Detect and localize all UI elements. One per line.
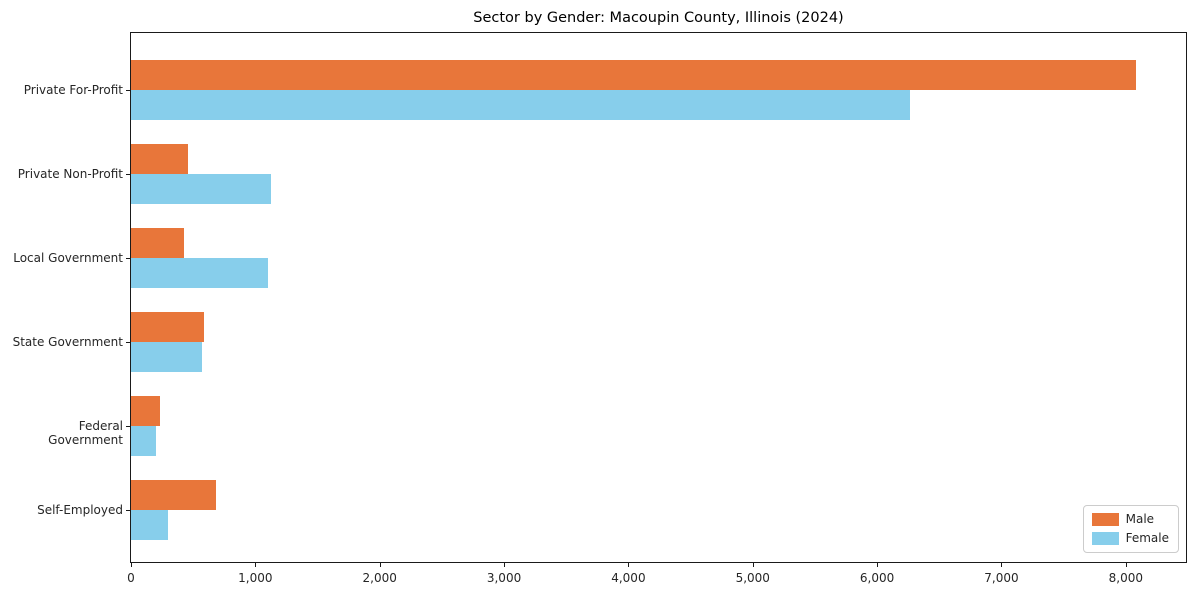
xtick-mark (752, 563, 754, 567)
ytick-label-state-government: State Government (12, 335, 123, 349)
bar-female-private-non-profit (131, 174, 271, 204)
chart-title: Sector by Gender: Macoupin County, Illin… (473, 10, 844, 26)
bar-male-federal-government (131, 396, 160, 426)
ytick-label-private-non-profit: Private Non-Profit (17, 167, 123, 181)
bar-male-local-government (131, 228, 185, 258)
xtick-mark (628, 563, 630, 567)
legend-entry-female: Female (1091, 531, 1169, 545)
xtick-mark (255, 563, 257, 567)
ytick-label-self-employed: Self-Employed (37, 503, 123, 517)
xtick-label-2000: 2,000 (362, 571, 397, 585)
ytick-mark (126, 174, 131, 175)
legend-swatch-female (1091, 532, 1119, 545)
legend-label-female: Female (1125, 531, 1169, 545)
xtick-mark (877, 563, 879, 567)
xtick-mark (1001, 563, 1003, 567)
xtick-label-7000: 7,000 (984, 571, 1019, 585)
ytick-label-local-government: Local Government (13, 251, 123, 265)
plot-area: Private For-Profit Private Non-Profit Loca… (13, 32, 1187, 585)
legend-swatch-male (1091, 513, 1119, 526)
bar-male-state-government (131, 312, 204, 342)
ytick-label-federal-government: Federal Government (48, 419, 123, 447)
xtick-label-0: 0 (127, 571, 135, 585)
xtick-mark (504, 563, 506, 567)
ytick-mark (126, 426, 131, 427)
bar-female-state-government (131, 342, 202, 372)
ytick-mark (126, 258, 131, 259)
bar-male-private-for-profit (131, 60, 1136, 90)
ytick-mark (126, 342, 131, 343)
bar-female-private-for-profit (131, 90, 911, 120)
legend-label-male: Male (1125, 512, 1155, 526)
xtick-label-3000: 3,000 (486, 571, 522, 585)
bar-male-private-non-profit (131, 144, 188, 174)
xtick-label-1000: 1,000 (238, 571, 273, 585)
xtick-label-4000: 4,000 (611, 571, 646, 585)
bar-female-federal-government (131, 426, 156, 456)
xtick-mark (1125, 563, 1127, 567)
xtick-mark (131, 563, 132, 567)
xtick-label-6000: 6,000 (859, 571, 895, 585)
ytick-mark (126, 510, 131, 511)
xtick-mark (379, 563, 381, 567)
xtick-label-5000: 5,000 (735, 571, 770, 585)
bar-male-self-employed (131, 480, 217, 510)
bar-female-local-government (131, 258, 268, 288)
legend-entry-male: Male (1091, 512, 1169, 526)
ytick-label-private-for-profit: Private For-Profit (23, 83, 123, 97)
xtick-label-8000: 8,000 (1108, 571, 1143, 585)
legend: Male Female (1082, 505, 1179, 553)
ytick-mark (126, 90, 131, 91)
bar-female-self-employed (131, 510, 168, 540)
